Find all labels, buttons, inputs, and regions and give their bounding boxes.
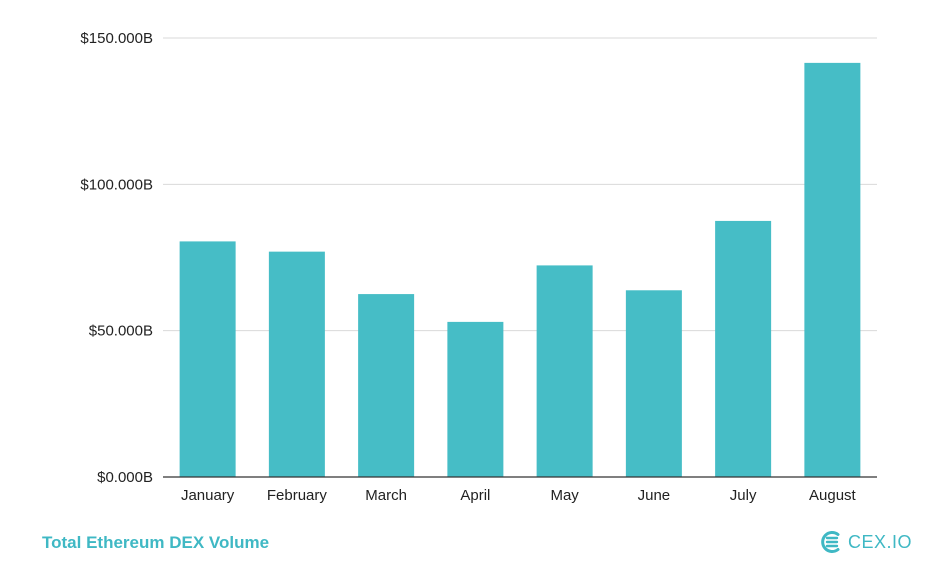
x-tick-label: August xyxy=(809,487,857,504)
bar xyxy=(447,321,504,477)
brand-name: CEX.IO xyxy=(848,531,913,552)
x-tick-label: March xyxy=(365,487,407,504)
brand-logo: CEX.IO xyxy=(818,530,912,554)
x-axis-labels: January February March April May June July Augu… xyxy=(181,487,857,504)
bar xyxy=(268,251,325,477)
cex-logo-icon xyxy=(821,531,840,553)
x-tick-label: July xyxy=(730,487,757,504)
bars xyxy=(179,62,861,477)
bar xyxy=(715,220,772,477)
y-tick-label: $50.000B xyxy=(89,323,153,340)
y-tick-label: $100.000B xyxy=(80,176,153,193)
bar xyxy=(625,290,682,477)
y-tick-label: $0.000B xyxy=(97,469,153,486)
bar xyxy=(358,294,415,477)
bar xyxy=(804,62,861,477)
bar-chart: $0.000B $50.000B $100.000B $150.000B Januar… xyxy=(80,30,877,504)
bar xyxy=(536,265,593,477)
y-axis-labels: $0.000B $50.000B $100.000B $150.000B xyxy=(80,30,153,486)
x-tick-label: June xyxy=(638,487,671,504)
x-tick-label: February xyxy=(267,487,328,504)
x-tick-label: January xyxy=(181,487,235,504)
x-tick-label: April xyxy=(460,487,490,504)
x-tick-label: May xyxy=(550,487,579,504)
bar xyxy=(179,241,236,477)
chart-caption: Total Ethereum DEX Volume xyxy=(42,533,270,552)
y-tick-label: $150.000B xyxy=(80,30,153,47)
